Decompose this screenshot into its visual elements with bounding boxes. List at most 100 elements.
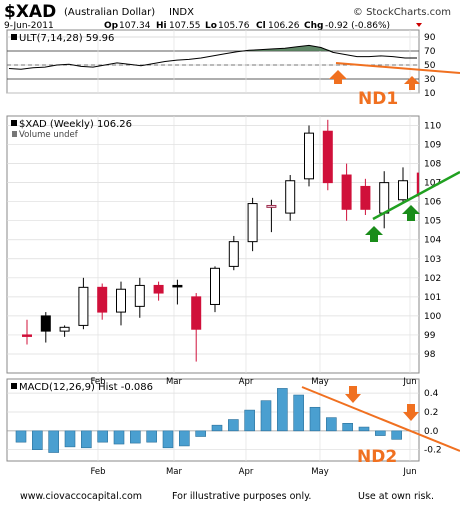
ult-panel-frame [6,29,420,94]
macd-hist-bar [326,417,337,432]
up-arrow-icon [329,70,347,84]
macd-hist-bar [179,430,190,447]
macd-hist-bar [81,430,92,449]
ult-y-axis: 90 70 50 30 10 [424,33,436,99]
macd-hist-bar [244,409,255,432]
price-y-tick-label: 108 [424,160,441,170]
price-y-tick-label: 98 [424,350,436,360]
candle-body [285,180,296,214]
quote-low-value: 105.76 [218,21,250,31]
volume-legend-swatch [12,131,17,137]
price-y-tick-label: 104 [424,236,441,246]
up-arrow-icon [365,226,383,242]
macd-x-tick-label: Mar [166,467,183,477]
macd-plot-area [15,388,402,453]
price-y-tick-label: 100 [424,312,441,322]
price-y-tick-label: 101 [424,293,441,303]
price-x-tick-label: May [311,377,329,387]
nd1-annotation: ND1 [358,89,398,109]
quote-date: 9-Jun-2011 [4,21,54,31]
candle-body [134,284,145,307]
quote-change-label: Chg [304,21,323,31]
candle-body [78,286,89,326]
price-y-tick-label: 110 [424,122,441,132]
quote-high-value: 107.55 [169,21,201,31]
macd-hist-bar [195,430,206,437]
ult-legend-swatch [11,34,17,40]
macd-hist-bar [48,430,59,453]
quote-close-value: 106.26 [268,21,300,31]
down-arrow-icon [403,404,419,421]
macd-y-tick-label: 0.4 [424,389,439,399]
candle-body [341,174,352,210]
price-y-tick-label: 107 [424,179,441,189]
candle-body [416,172,419,197]
price-x-tick-label: Jun [402,377,416,387]
candle-body [97,286,108,313]
candle-body [322,130,333,184]
candle-body [59,326,70,332]
candle-body [228,241,239,267]
candle-body [398,180,408,201]
macd-hist-bar [277,388,288,432]
macd-hist-bar [130,430,141,444]
down-triangle-icon [416,23,422,27]
macd-y-axis: 0.4 0.2 0.0 -0.2 [424,389,442,456]
down-arrow-icon [345,386,361,403]
ult-y-tick-label: 30 [424,75,436,85]
up-arrow-icon [404,76,420,90]
candle-body [266,204,277,208]
ult-y-tick-label: 70 [424,47,436,57]
quote-low-label: Lo [205,21,217,31]
macd-divergence-trendline [301,386,460,452]
candle-body [191,296,202,330]
quote-close-label: Cl [256,21,266,31]
ult-y-tick-label: 50 [424,61,436,71]
macd-hist-bar [97,430,108,443]
macd-hist-bar [375,430,386,436]
chart-instrument-name: (Australian Dollar) [64,7,155,18]
macd-hist-bar [293,394,304,432]
price-y-tick-label: 102 [424,274,441,284]
macd-hist-bar [228,419,239,432]
price-x-tick-label: Feb [90,377,105,387]
candle-body [360,185,371,210]
macd-month-labels: Feb Mar Apr May Jun [90,467,416,477]
price-y-tick-label: 103 [424,255,441,265]
ult-series-line [8,44,417,70]
macd-hist-bar [15,430,27,443]
macd-hist-bar [162,430,174,449]
candle-body [304,132,314,180]
macd-hist-bar [113,430,125,445]
macd-hist-bar [146,430,157,443]
price-y-tick-label: 99 [424,331,436,341]
macd-hist-bar [342,422,353,432]
candle-body [247,203,258,243]
macd-y-tick-label: 0.0 [424,427,439,437]
price-y-tick-label: 105 [424,217,441,227]
nd2-annotation: ND2 [357,447,397,467]
price-uptrend-line [372,170,460,221]
candle-body [22,334,32,337]
macd-y-tick-label: -0.2 [424,446,442,456]
macd-hist-bar [32,430,43,450]
ult-divergence-trendline [335,62,460,74]
candle-body [172,284,183,288]
up-arrow-icon [402,205,420,221]
macd-legend-swatch [11,383,17,389]
price-legend-swatch [11,120,17,126]
macd-title: MACD(12,26,9) Hist -0.086 [19,382,153,393]
footer-risk: Use at own risk. [358,491,434,502]
macd-x-tick-label: Apr [239,467,254,477]
candle-body [379,182,390,214]
quote-open-label: Op [104,21,119,31]
watermark: © StockCharts.com [353,7,451,18]
price-x-tick-label: Apr [239,377,254,387]
macd-hist-bar [358,426,370,432]
quote-high-label: Hi [156,21,167,31]
price-plot-area [22,119,419,362]
ult-y-tick-label: 10 [424,89,436,99]
candle-body [210,267,220,305]
candle-body [153,284,164,294]
